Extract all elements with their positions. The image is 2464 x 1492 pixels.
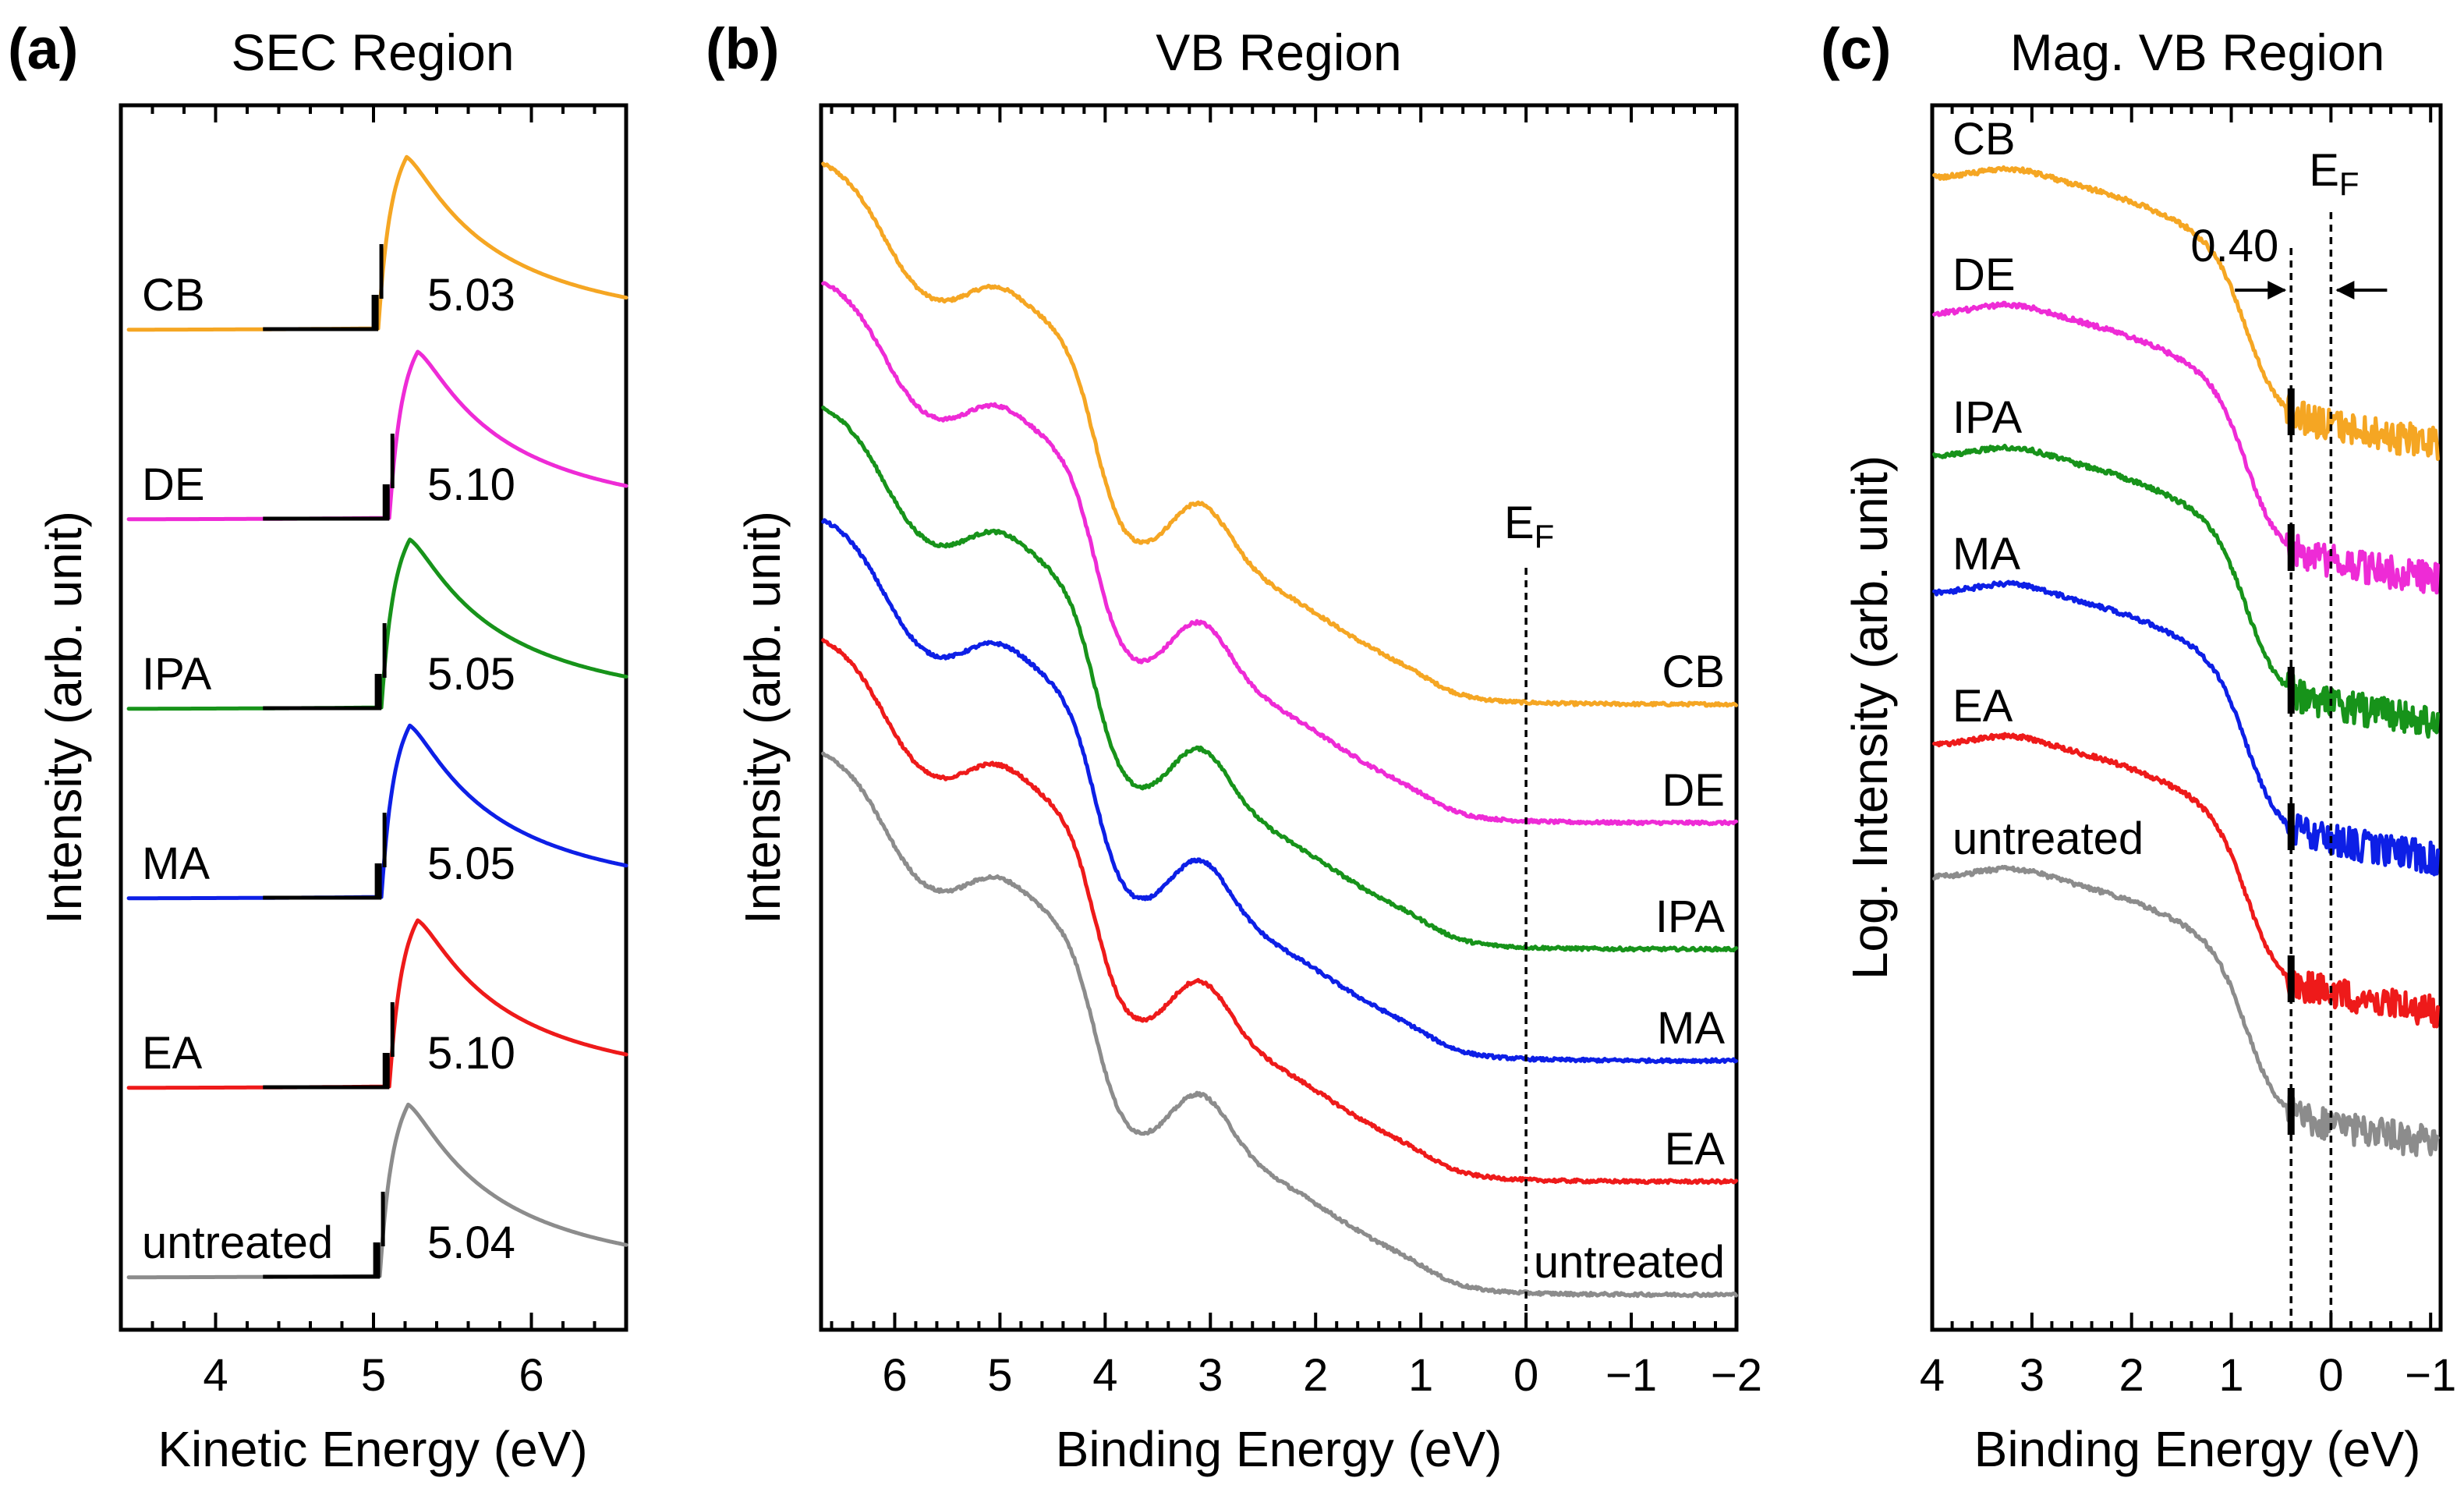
panel-b-curves	[821, 161, 1738, 1299]
vb-curve-CB	[821, 161, 1738, 708]
vb-label-DE: DE	[1662, 765, 1725, 816]
panel-b-ticks: 6 5 4 3 2 1 0 −1 −2	[830, 105, 1762, 1401]
x-tick-label: 2	[2119, 1350, 2144, 1401]
sec-label-IPA: IPA	[142, 649, 211, 700]
vb-label-CB: CB	[1662, 647, 1725, 697]
panel-a-labels: CB 5.03 DE 5.10 IPA 5.05 MA 5.05 EA 5.10 untreated…	[142, 270, 515, 1268]
sec-value-MA: 5.05	[427, 838, 515, 889]
panel-a-title: SEC Region	[231, 23, 514, 81]
panel-c-curves	[1932, 165, 2440, 1157]
mag-label-CB: CB	[1952, 114, 2016, 165]
panel-c: (c) Mag. VB Region 4 3 2 1 0 −1 CB DE IPA MA EA un…	[1821, 16, 2456, 1477]
x-tick-label: −2	[1711, 1350, 1762, 1401]
vbm-arrow-head	[2268, 281, 2287, 299]
x-tick-label: 4	[203, 1350, 228, 1401]
panel-c-title: Mag. VB Region	[2010, 23, 2385, 81]
panel-c-vbm-label: 0.40	[2190, 221, 2278, 271]
x-tick-label: 0	[1513, 1350, 1538, 1401]
x-tick-label: 5	[361, 1350, 386, 1401]
panel-c-letter: (c)	[1821, 16, 1891, 81]
x-tick-label: 1	[2218, 1350, 2243, 1401]
panel-c-labels: CB DE IPA MA EA untreated	[1952, 114, 2144, 864]
sec-label-CB: CB	[142, 270, 205, 321]
mag-curve-MA	[1932, 579, 2440, 877]
mag-label-EA: EA	[1952, 681, 2013, 732]
panel-a-xlabel: Kinetic Energy (eV)	[158, 1421, 587, 1477]
mag-label-DE: DE	[1952, 250, 2016, 300]
mag-curve-IPA	[1932, 443, 2440, 739]
panel-a-ticks: 4 5 6	[150, 105, 597, 1401]
x-tick-label: 0	[2318, 1350, 2343, 1401]
panel-b-fermi-label: EF	[1504, 498, 1554, 555]
panel-a-curves	[126, 154, 628, 1280]
vb-curve-EA	[821, 638, 1738, 1185]
x-tick-label: 6	[882, 1350, 907, 1401]
mag-label-MA: MA	[1952, 529, 2020, 579]
x-tick-label: 3	[2020, 1350, 2044, 1401]
vb-curve-DE	[821, 281, 1738, 827]
sec-label-EA: EA	[142, 1028, 203, 1079]
vb-label-IPA: IPA	[1655, 891, 1725, 942]
sec-value-untreated: 5.04	[427, 1217, 515, 1268]
panel-a-letter: (a)	[8, 16, 78, 81]
panel-c-arrows	[2235, 281, 2388, 299]
x-tick-label: 3	[1198, 1350, 1223, 1401]
mag-label-untreated: untreated	[1952, 813, 2144, 864]
panel-c-fermi-e: E	[2309, 145, 2339, 196]
sec-label-MA: MA	[142, 838, 210, 889]
x-tick-label: 6	[519, 1350, 543, 1401]
panel-c-fermi-sub: F	[2339, 165, 2360, 202]
vb-label-MA: MA	[1657, 1003, 1725, 1054]
panel-b-fermi-sub: F	[1535, 518, 1555, 555]
panel-a-ylabel: Intensity (arb. unit)	[36, 511, 92, 924]
panel-b-letter: (b)	[706, 16, 780, 81]
sec-value-EA: 5.10	[427, 1028, 515, 1079]
x-tick-label: 4	[1092, 1350, 1117, 1401]
panel-b-ylabel: Intensity (arb. unit)	[735, 511, 791, 924]
panel-c-frame	[1930, 103, 2443, 1332]
panel-a: (a) SEC Region 4 5 6 CB 5.03 DE 5.10 IPA 5.05 MA…	[8, 16, 628, 1477]
fermi-arrow-head	[2335, 281, 2355, 299]
panel-c-xlabel: Binding Energy (eV)	[1974, 1421, 2421, 1477]
vb-curve-IPA	[821, 406, 1738, 953]
vb-curve-untreated	[821, 751, 1738, 1299]
panel-b-title: VB Region	[1156, 23, 1402, 81]
sec-label-untreated: untreated	[142, 1217, 333, 1268]
vb-label-untreated: untreated	[1534, 1237, 1725, 1288]
sec-curve-EA	[126, 918, 628, 1090]
panel-b: (b) VB Region 6 5 4 3 2 1 0 −1 −2 CB DE IPA MA EA unt…	[706, 16, 1762, 1477]
x-tick-label: 1	[1408, 1350, 1433, 1401]
x-tick-label: 2	[1303, 1350, 1328, 1401]
mag-curve-CB	[1932, 165, 2440, 461]
sec-value-CB: 5.03	[427, 270, 515, 321]
sec-label-DE: DE	[142, 459, 205, 510]
mag-label-IPA: IPA	[1952, 392, 2022, 443]
sec-value-DE: 5.10	[427, 459, 515, 510]
mag-curve-untreated	[1932, 864, 2440, 1157]
panel-b-xlabel: Binding Energy (eV)	[1056, 1421, 1503, 1477]
panel-b-frame	[819, 103, 1739, 1332]
panel-b-labels: CB DE IPA MA EA untreated	[1534, 647, 1725, 1288]
x-tick-label: −1	[1605, 1350, 1657, 1401]
x-tick-label: −1	[2405, 1350, 2456, 1401]
sec-value-IPA: 5.05	[427, 649, 515, 700]
vb-label-EA: EA	[1665, 1124, 1726, 1175]
mag-curve-DE	[1932, 300, 2440, 595]
panel-c-fermi-label: EF	[2309, 145, 2359, 202]
mag-curve-EA	[1932, 732, 2440, 1029]
panel-c-ylabel: Log. Intensity (arb. unit)	[1842, 455, 1898, 980]
panel-b-fermi-e: E	[1504, 498, 1535, 548]
x-tick-label: 4	[1920, 1350, 1945, 1401]
x-tick-label: 5	[987, 1350, 1012, 1401]
panel-c-ticks: 4 3 2 1 0 −1	[1920, 105, 2456, 1401]
vb-curve-MA	[821, 518, 1738, 1065]
